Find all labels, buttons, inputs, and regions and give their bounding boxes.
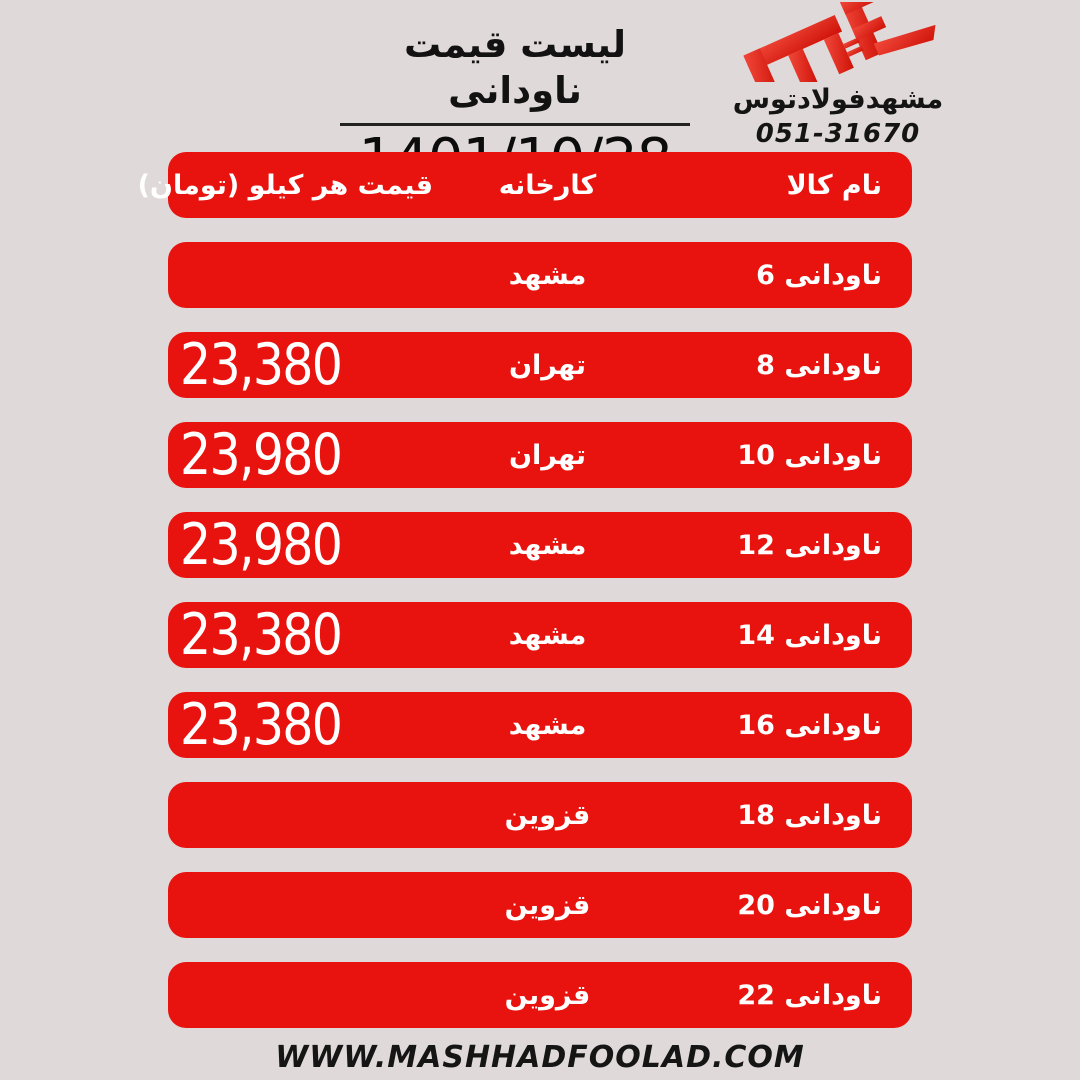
- product-name-cell: ناودانی 20: [737, 889, 882, 921]
- factory-cell: قزوین: [504, 799, 591, 831]
- table-row: ناودانی 18 قزوین: [168, 782, 912, 848]
- page-title: لیست قیمت ناودانی: [404, 23, 626, 112]
- header-product-label: نام کالا: [786, 169, 882, 201]
- price-cell: 23,380: [180, 332, 343, 398]
- table-header-row: نام کالا کارخانه قیمت هر کیلو (تومان): [137, 152, 912, 218]
- table-row: ناودانی 22 قزوین: [168, 962, 912, 1028]
- header-price-label: قیمت هر کیلو (تومان): [137, 169, 433, 201]
- product-name-cell: ناودانی 14: [737, 619, 882, 651]
- table-row: ناودانی 10 تهران 23,980: [168, 422, 912, 488]
- product-name-cell: ناودانی 8: [756, 349, 882, 381]
- product-name-cell: ناودانی 10: [737, 439, 882, 471]
- brand-name: مشهدفولادتوس: [732, 84, 944, 115]
- product-name-cell: ناودانی 18: [737, 799, 882, 831]
- product-name-cell: ناودانی 6: [756, 259, 882, 291]
- price-cell: 23,980: [180, 512, 343, 578]
- price-cell: 23,380: [180, 692, 343, 758]
- mashhad-foolad-logo-icon: [742, 2, 935, 82]
- factory-cell: مشهد: [508, 619, 587, 651]
- header-factory-label: کارخانه: [498, 169, 597, 201]
- table-row: ناودانی 20 قزوین: [168, 872, 912, 938]
- factory-cell: قزوین: [504, 889, 591, 921]
- factory-cell: تهران: [508, 439, 587, 471]
- factory-cell: مشهد: [508, 709, 587, 741]
- footer-website: WWW.MASHHADFOOLAD.COM: [275, 1040, 805, 1075]
- table-row: ناودانی 12 مشهد 23,980: [168, 512, 912, 578]
- factory-cell: مشهد: [508, 529, 587, 561]
- table-row: ناودانی 14 مشهد 23,380: [168, 602, 912, 668]
- brand-block: مشهدفولادتوس 051-31670: [728, 2, 948, 149]
- table-row: ناودانی 8 تهران 23,380: [168, 332, 912, 398]
- product-name-cell: ناودانی 22: [737, 979, 882, 1011]
- factory-cell: مشهد: [508, 259, 587, 291]
- table-row: ناودانی 16 مشهد 23,380: [168, 692, 912, 758]
- price-table: نام کالا کارخانه قیمت هر کیلو (تومان) نا…: [137, 152, 912, 1052]
- title-underline: [340, 123, 690, 126]
- product-name-cell: ناودانی 12: [737, 529, 882, 561]
- factory-cell: تهران: [508, 349, 587, 381]
- factory-cell: قزوین: [504, 979, 591, 1011]
- price-cell: 23,380: [180, 602, 343, 668]
- price-cell: 23,980: [180, 422, 343, 488]
- brand-phone: 051-31670: [755, 119, 921, 149]
- table-row: ناودانی 6 مشهد: [168, 242, 912, 308]
- product-name-cell: ناودانی 16: [737, 709, 882, 741]
